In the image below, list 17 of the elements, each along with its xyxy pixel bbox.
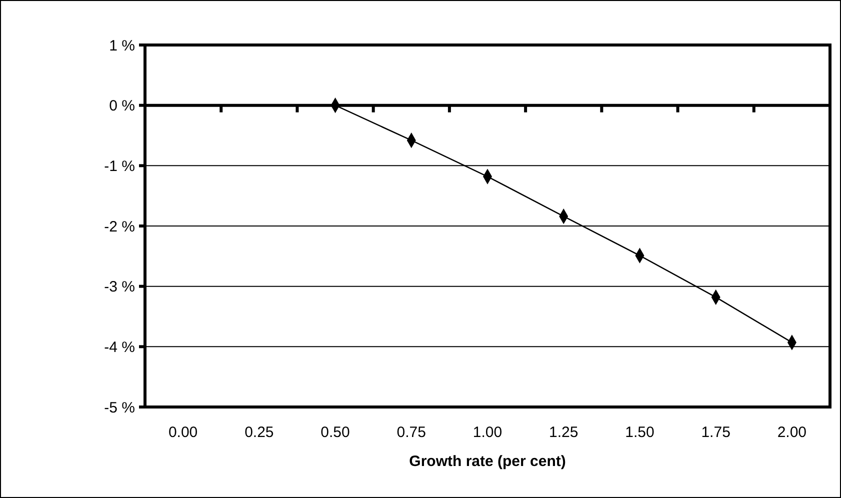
x-tick-label: 0.25 <box>244 424 274 441</box>
x-tick-label: 2.00 <box>777 424 807 441</box>
x-tick-label: 1.75 <box>701 424 730 441</box>
x-axis-title: Growth rate (per cent) <box>409 453 566 470</box>
y-tick-label: -1 % <box>104 158 135 175</box>
x-tick-label: 0.75 <box>396 424 426 441</box>
x-tick-label: 1.50 <box>625 424 654 441</box>
x-tick-label: 1.25 <box>549 424 578 441</box>
y-tick-label: -5 % <box>104 399 135 416</box>
x-tick-label: 0.50 <box>320 424 350 441</box>
x-tick-label: 1.00 <box>472 424 502 441</box>
y-tick-label: -4 % <box>104 338 135 356</box>
y-tick-label: -2 % <box>104 218 135 236</box>
y-tick-label: 0 % <box>109 98 135 115</box>
y-tick-label: 1 % <box>109 37 135 54</box>
x-tick-label: 0.00 <box>168 424 198 441</box>
y-tick-label: -3 % <box>104 278 135 296</box>
